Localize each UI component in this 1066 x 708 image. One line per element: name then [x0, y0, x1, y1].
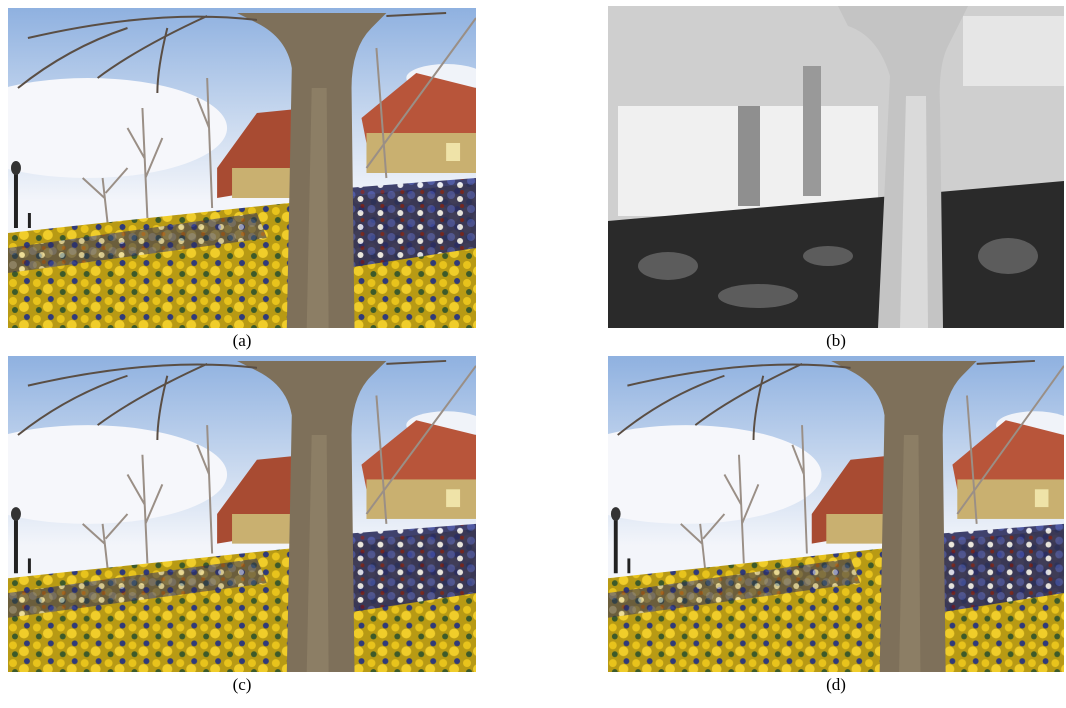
photo-result-c — [0, 356, 486, 672]
caption: (b) — [826, 331, 846, 350]
caption: (c) — [233, 675, 252, 694]
photo-original — [0, 8, 486, 328]
depth-map — [608, 6, 1064, 328]
figure: (a) (b) (c) (d) — [0, 0, 1066, 703]
photo-result-d — [550, 356, 1066, 672]
caption: (d) — [826, 675, 846, 694]
caption: (a) — [233, 331, 252, 350]
